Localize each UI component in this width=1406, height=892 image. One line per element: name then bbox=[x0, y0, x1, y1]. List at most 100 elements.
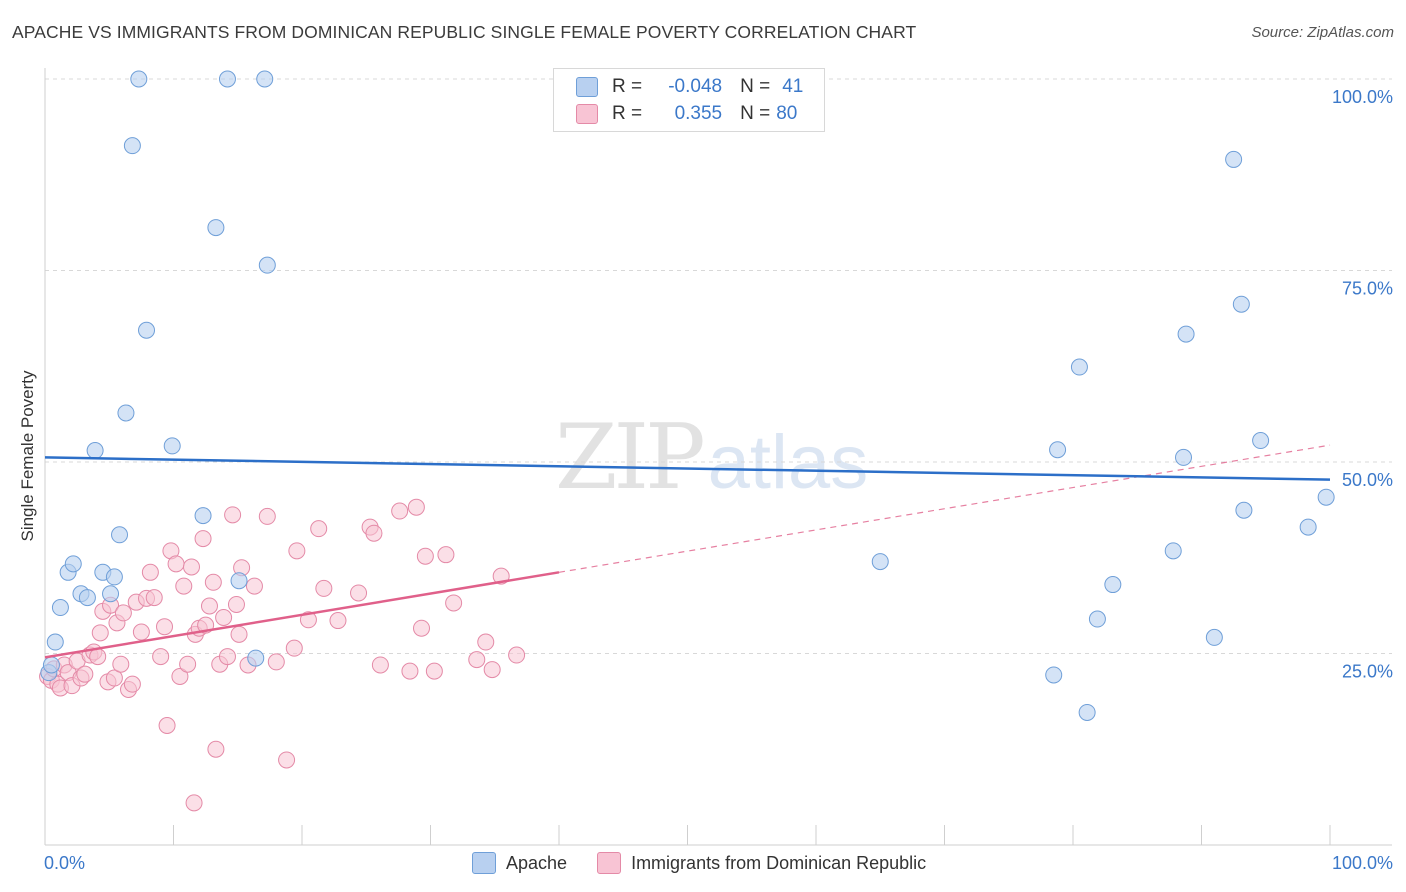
apache-point-26 bbox=[1045, 666, 1063, 684]
apache-point-34 bbox=[1177, 325, 1195, 343]
apache-point-1 bbox=[42, 656, 60, 674]
apache-swatch bbox=[472, 852, 496, 874]
n-label: N = bbox=[740, 76, 771, 97]
apache-point-38 bbox=[1235, 501, 1253, 519]
dominican-point-40 bbox=[194, 530, 212, 548]
dominican-point-18 bbox=[105, 669, 123, 687]
series-legend: Apache Immigrants from Dominican Republi… bbox=[472, 852, 956, 874]
dominican-point-58 bbox=[288, 542, 306, 560]
apache-point-39 bbox=[1252, 432, 1270, 450]
apache-point-16 bbox=[138, 321, 156, 339]
dominican-point-71 bbox=[416, 547, 434, 565]
dominican-point-36 bbox=[179, 655, 197, 673]
dominican-point-65 bbox=[365, 524, 383, 542]
apache-point-11 bbox=[105, 568, 123, 586]
y-tick-label-25: 25.0% bbox=[1342, 662, 1393, 682]
apache-point-14 bbox=[130, 70, 148, 88]
dominican-point-55 bbox=[267, 653, 285, 671]
n-value-dominican: 80 bbox=[776, 103, 798, 124]
dominican-point-14 bbox=[91, 624, 109, 642]
apache-point-18 bbox=[194, 507, 212, 525]
apache-point-25 bbox=[871, 553, 889, 571]
apache-point-5 bbox=[64, 555, 82, 573]
dominican-point-53 bbox=[245, 577, 263, 595]
watermark-zip: ZIP bbox=[555, 405, 706, 510]
apache-point-7 bbox=[78, 589, 96, 607]
apache-trendline bbox=[44, 456, 1331, 481]
dominican-point-63 bbox=[350, 584, 368, 602]
dominican-point-70 bbox=[413, 619, 431, 637]
dominican-point-28 bbox=[145, 589, 163, 607]
apache-point-36 bbox=[1225, 150, 1243, 168]
legend-label-apache: Apache bbox=[506, 852, 568, 873]
r-label: R = bbox=[612, 76, 643, 97]
dominican-point-49 bbox=[227, 595, 245, 613]
apache-point-35 bbox=[1205, 628, 1223, 646]
dominican-trendline-extended bbox=[558, 444, 1331, 573]
dominican-point-34 bbox=[171, 667, 189, 685]
dominican-point-31 bbox=[158, 717, 176, 735]
dominican-point-72 bbox=[425, 662, 443, 680]
legend-row-dominican: R = 0.355 N = 80 bbox=[576, 101, 797, 127]
dominican-point-79 bbox=[508, 646, 526, 664]
dominican-point-73 bbox=[437, 546, 455, 564]
legend-row-apache: R = -0.048 N = 41 bbox=[576, 74, 803, 100]
apache-point-20 bbox=[218, 70, 236, 88]
dominican-point-66 bbox=[371, 656, 389, 674]
legend-item-dominican: Immigrants from Dominican Republic bbox=[597, 852, 926, 874]
dominican-trendline bbox=[44, 571, 560, 659]
dominican-point-21 bbox=[114, 604, 132, 622]
apache-point-3 bbox=[51, 599, 69, 617]
dominican-point-61 bbox=[315, 579, 333, 597]
dominican-point-67 bbox=[391, 502, 409, 520]
dominican-point-75 bbox=[468, 651, 486, 669]
dominican-point-57 bbox=[285, 639, 303, 657]
chart-title: APACHE VS IMMIGRANTS FROM DOMINICAN REPU… bbox=[12, 22, 917, 42]
dominican-point-62 bbox=[329, 612, 347, 630]
dominican-point-80 bbox=[185, 794, 203, 812]
x-tick-label-min: 0.0% bbox=[44, 853, 85, 873]
dominican-point-68 bbox=[401, 662, 419, 680]
apache-point-40 bbox=[1299, 518, 1317, 536]
r-value-apache: -0.048 bbox=[668, 76, 723, 97]
r-value-dominican: 0.355 bbox=[674, 103, 723, 124]
apache-point-22 bbox=[247, 649, 265, 667]
apache-point-19 bbox=[207, 219, 225, 237]
apache-point-24 bbox=[258, 256, 276, 274]
dominican-point-25 bbox=[132, 623, 150, 641]
n-label: N = bbox=[740, 103, 771, 124]
dominican-point-43 bbox=[204, 573, 222, 591]
y-tick-label-50: 50.0% bbox=[1342, 470, 1393, 490]
legend-label-dominican: Immigrants from Dominican Republic bbox=[631, 852, 927, 873]
correlation-legend: R = -0.048 N = 41 R = 0.355 N = 80 bbox=[553, 68, 825, 132]
apache-point-27 bbox=[1049, 441, 1067, 459]
apache-point-31 bbox=[1104, 576, 1122, 594]
dominican-point-60 bbox=[310, 520, 328, 538]
dominican-point-23 bbox=[123, 675, 141, 693]
apache-point-15 bbox=[123, 137, 141, 155]
apache-point-33 bbox=[1175, 448, 1193, 466]
dominican-point-44 bbox=[207, 740, 225, 758]
zipatlas-watermark: ZIPatlas bbox=[555, 405, 868, 510]
dominican-point-69 bbox=[407, 498, 425, 516]
dominican-swatch bbox=[576, 104, 598, 124]
dominican-point-10 bbox=[76, 665, 94, 683]
apache-point-41 bbox=[1317, 488, 1335, 506]
legend-item-apache: Apache bbox=[472, 852, 567, 874]
apache-point-21 bbox=[230, 572, 248, 590]
apache-point-23 bbox=[256, 70, 274, 88]
apache-point-28 bbox=[1070, 358, 1088, 376]
source-label: Source: ZipAtlas.com bbox=[1251, 24, 1394, 41]
apache-point-32 bbox=[1164, 542, 1182, 560]
apache-point-13 bbox=[117, 404, 135, 422]
apache-point-29 bbox=[1078, 703, 1096, 721]
dominican-point-59 bbox=[299, 611, 317, 629]
apache-point-10 bbox=[102, 585, 120, 603]
dominican-point-33 bbox=[167, 555, 185, 573]
dominican-point-46 bbox=[215, 608, 233, 626]
apache-point-2 bbox=[46, 633, 64, 651]
x-tick-label-max: 100.0% bbox=[1332, 853, 1393, 873]
dominican-point-27 bbox=[141, 563, 159, 581]
dominican-point-48 bbox=[224, 506, 242, 524]
